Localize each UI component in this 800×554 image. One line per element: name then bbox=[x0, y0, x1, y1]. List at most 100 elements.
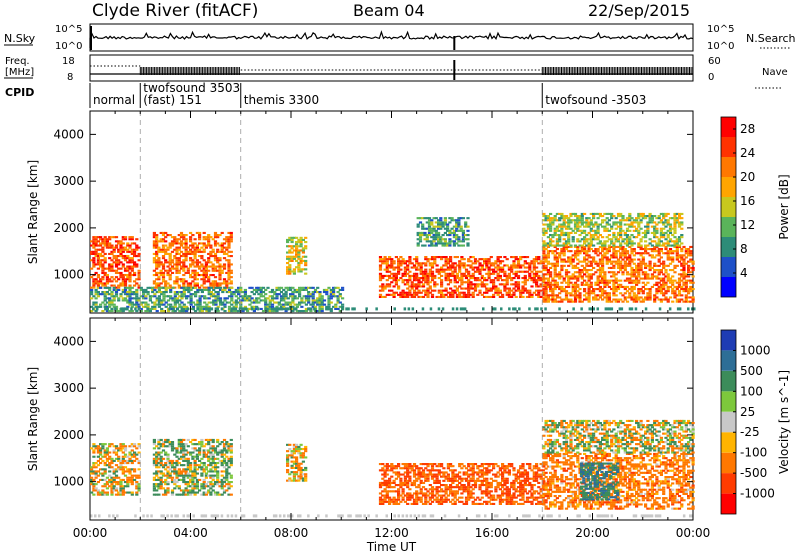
echo-cell bbox=[94, 470, 98, 473]
echo-cell bbox=[166, 487, 170, 490]
echo-cell bbox=[146, 303, 150, 306]
echo-cell bbox=[270, 307, 275, 310]
echo-cell bbox=[678, 307, 682, 311]
echo-cell bbox=[496, 260, 500, 263]
echo-cell bbox=[96, 449, 100, 452]
echo-cell bbox=[619, 231, 623, 234]
echo-cell bbox=[621, 252, 625, 255]
echo-cell bbox=[576, 219, 580, 222]
echo-cell bbox=[151, 301, 155, 304]
echo-cell bbox=[191, 301, 195, 304]
echo-cell bbox=[464, 295, 469, 298]
date-title: 22/Sep/2015 bbox=[588, 1, 690, 20]
echo-cell bbox=[603, 273, 607, 276]
echo-cell bbox=[177, 238, 181, 241]
echo-cell bbox=[408, 277, 412, 280]
echo-cell bbox=[170, 265, 175, 268]
echo-cell bbox=[446, 274, 450, 277]
echo-cell bbox=[421, 231, 425, 234]
echo-cell bbox=[117, 288, 121, 291]
echo-cell bbox=[492, 262, 496, 265]
echo-cell bbox=[90, 468, 94, 471]
echo-cell bbox=[164, 240, 168, 243]
echo-cell bbox=[152, 286, 156, 289]
echo-cell bbox=[637, 217, 641, 220]
echo-cell bbox=[603, 219, 607, 222]
echo-cell bbox=[630, 221, 634, 224]
echo-cell bbox=[630, 281, 634, 284]
echo-cell bbox=[114, 453, 119, 456]
echo-cell bbox=[161, 280, 166, 283]
echo-cell bbox=[673, 231, 677, 234]
echo-cell bbox=[329, 291, 333, 294]
echo-cell bbox=[297, 264, 301, 267]
echo-cell bbox=[653, 229, 657, 232]
echo-cell bbox=[126, 265, 130, 268]
echo-cell bbox=[657, 250, 661, 253]
echo-cell bbox=[135, 263, 139, 266]
echo-cell bbox=[564, 285, 569, 288]
echo-cell bbox=[105, 447, 109, 450]
echo-cell bbox=[680, 227, 684, 230]
echo-cell bbox=[655, 236, 659, 239]
echo-cell bbox=[130, 250, 134, 253]
echo-cell bbox=[423, 227, 427, 230]
nsky-tick-top: 10^5 bbox=[55, 24, 82, 35]
echo-cell bbox=[112, 299, 116, 302]
echo-cell bbox=[426, 293, 430, 296]
echo-cell bbox=[616, 262, 621, 265]
echo-cell bbox=[676, 307, 680, 311]
echo-cell bbox=[419, 270, 423, 273]
echo-cell bbox=[453, 279, 457, 282]
echo-cell bbox=[558, 285, 562, 288]
echo-cell bbox=[546, 277, 550, 280]
echo-cell bbox=[378, 274, 383, 277]
cpid-mode-name: normal bbox=[93, 93, 135, 107]
echo-cell bbox=[628, 260, 632, 263]
echo-cell bbox=[439, 242, 443, 245]
echo-cell bbox=[659, 219, 663, 222]
echo-cell bbox=[166, 438, 170, 441]
echo-cell bbox=[320, 301, 324, 304]
echo-cell bbox=[673, 229, 677, 232]
echo-cell bbox=[469, 260, 473, 263]
echo-cell bbox=[691, 275, 695, 278]
echo-cell bbox=[644, 215, 648, 218]
echo-cell bbox=[295, 297, 299, 300]
echo-cell bbox=[90, 288, 94, 291]
echo-cell bbox=[635, 271, 639, 274]
echo-cell bbox=[168, 286, 172, 289]
echo-cell bbox=[275, 297, 279, 300]
colorbar-frame bbox=[720, 116, 737, 298]
echo-cell bbox=[209, 265, 213, 268]
echo-cell bbox=[677, 285, 682, 288]
echo-cell bbox=[571, 266, 575, 269]
echo-cell bbox=[639, 260, 643, 263]
echo-cell bbox=[182, 445, 186, 448]
echo-cell bbox=[123, 274, 128, 277]
echo-cell bbox=[211, 248, 215, 251]
echo-cell bbox=[101, 255, 105, 258]
echo-cell bbox=[252, 310, 256, 313]
echo-cell bbox=[227, 276, 231, 279]
echo-cell bbox=[459, 244, 463, 247]
echo-cell bbox=[553, 262, 557, 265]
echo-cell bbox=[186, 489, 190, 492]
echo-cell bbox=[128, 259, 132, 262]
echo-cell bbox=[101, 472, 105, 475]
echo-cell bbox=[553, 231, 557, 234]
echo-cell bbox=[94, 474, 98, 477]
echo-cell bbox=[485, 289, 489, 292]
echo-cell bbox=[551, 217, 555, 220]
echo-cell bbox=[385, 279, 389, 282]
echo-cell bbox=[121, 455, 125, 458]
echo-cell bbox=[268, 291, 272, 294]
echo-cell bbox=[587, 285, 591, 288]
echo-cell bbox=[648, 212, 652, 215]
echo-cell bbox=[578, 294, 582, 297]
echo-cell bbox=[662, 279, 666, 282]
echo-cell bbox=[412, 274, 417, 277]
echo-cell bbox=[123, 470, 128, 473]
echo-cell bbox=[180, 307, 183, 311]
echo-cell bbox=[338, 293, 342, 296]
